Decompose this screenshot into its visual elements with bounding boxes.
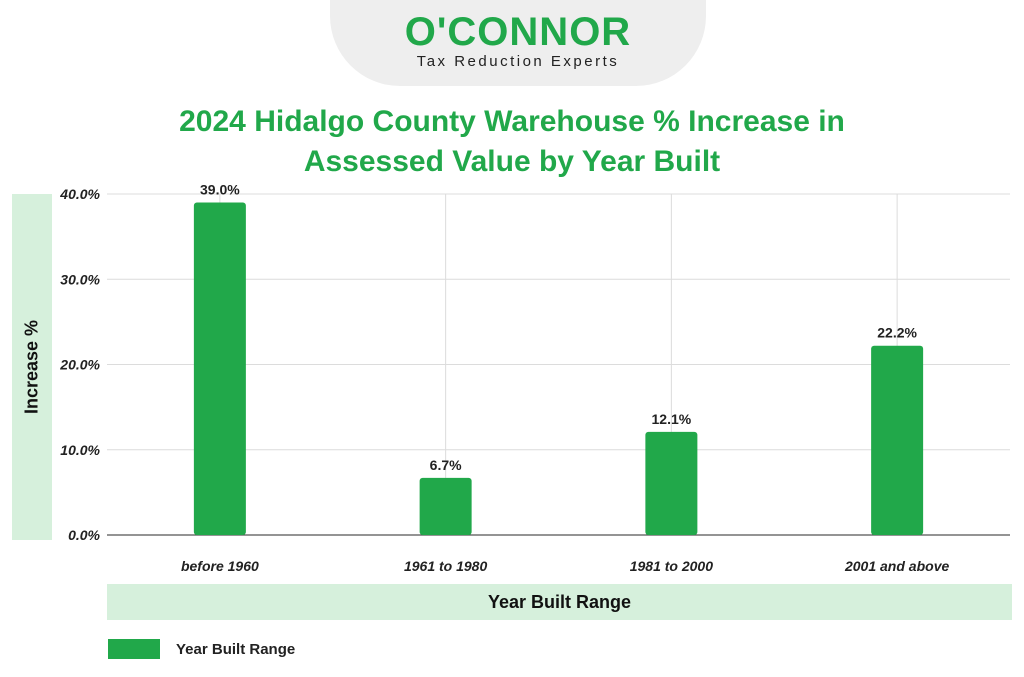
logo-tagline: Tax Reduction Experts (416, 53, 620, 70)
x-axis-band: Year Built Range (107, 584, 1012, 620)
data-label: 6.7% (430, 457, 462, 473)
x-tick-label: 2001 and above (844, 558, 949, 574)
bar (419, 477, 472, 535)
bar (871, 345, 924, 535)
data-label: 39.0% (200, 182, 240, 198)
x-axis-label: Year Built Range (487, 591, 632, 612)
legend-label: Year Built Range (176, 640, 296, 658)
chart-title: 2024 Hidalgo County Warehouse % Increase… (179, 105, 845, 178)
y-tick-label: 30.0% (60, 271, 100, 287)
x-tick-label: 1961 to 1980 (404, 558, 487, 574)
x-tick-label: before 1960 (181, 558, 259, 574)
legend: Year Built Range (108, 638, 295, 660)
y-tick-label: 20.0% (59, 357, 100, 373)
y-axis-band (12, 194, 52, 540)
logo: O'CONNOR (404, 10, 632, 54)
bar (645, 431, 698, 535)
y-tick-label: 0.0% (68, 527, 100, 543)
data-label: 12.1% (652, 411, 692, 427)
legend-swatch (108, 639, 160, 659)
data-label: 22.2% (877, 325, 917, 341)
logo-tab: O'CONNOR Tax Reduction Experts (330, 0, 706, 86)
y-tick-label: 40.0% (59, 186, 100, 202)
x-tick-label: 1981 to 2000 (630, 558, 713, 574)
y-tick-label: 10.0% (60, 442, 100, 458)
bar (193, 202, 246, 535)
